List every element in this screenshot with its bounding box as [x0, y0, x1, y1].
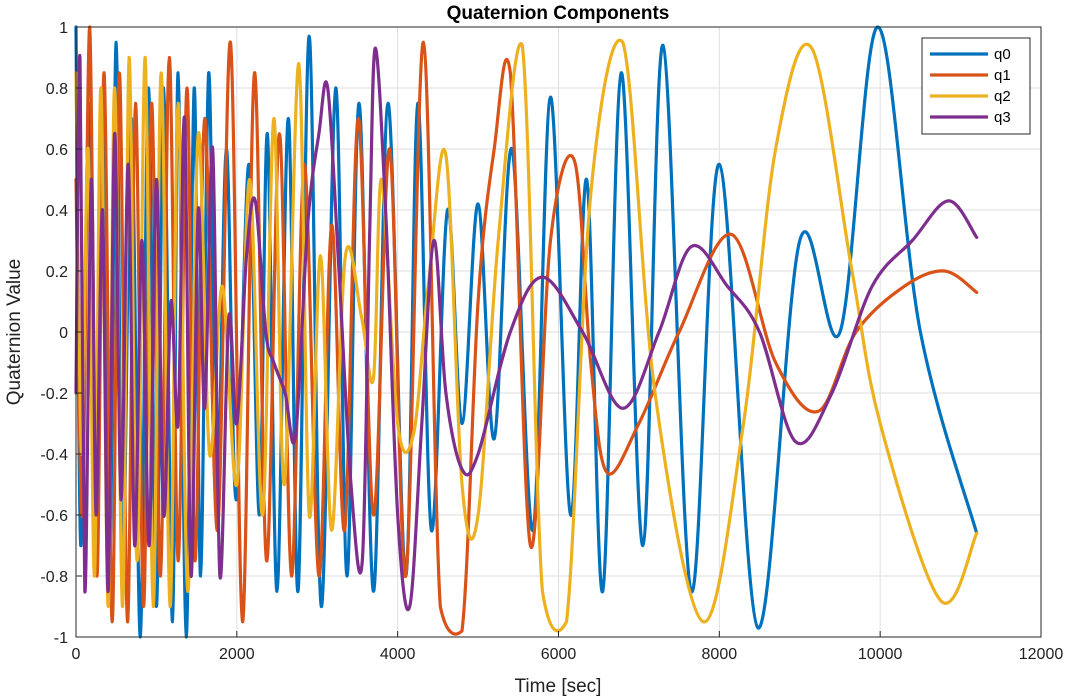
x-tick-label: 10000 [858, 646, 903, 663]
y-tick-label: 0 [59, 325, 68, 342]
series-line-q1 [74, 25, 979, 636]
y-tick-label: 1 [59, 20, 68, 37]
y-tick-label: -0.2 [40, 386, 68, 403]
series-line-q3 [74, 46, 979, 612]
y-ticks: -1 -0.8 -0.6 -0.4 -0.2 0 0.2 0.4 0.6 0.8 1 [40, 20, 82, 647]
legend-label-q1: q1 [994, 67, 1011, 84]
x-tick-label: 2000 [219, 646, 255, 663]
series-line-q2 [74, 38, 979, 633]
chart-title: Quaternion Components [447, 3, 670, 24]
y-tick-label: 0.8 [46, 81, 68, 98]
y-tick-label: -1 [54, 630, 68, 647]
x-tick-label: 4000 [380, 646, 416, 663]
y-tick-label: -0.6 [40, 508, 68, 525]
legend: q0 q1 q2 q3 [921, 37, 1031, 135]
y-axis-label: Quaternion Value [4, 259, 25, 405]
legend-label-q0: q0 [994, 46, 1011, 63]
y-tick-label: 0.2 [46, 264, 68, 281]
legend-label-q3: q3 [994, 109, 1011, 126]
y-tick-label: -0.4 [40, 447, 68, 464]
y-tick-label: -0.8 [40, 569, 68, 586]
legend-label-q2: q2 [994, 88, 1011, 105]
x-tick-label: 12000 [1019, 646, 1064, 663]
series-group [74, 25, 979, 639]
x-tick-label: 8000 [702, 646, 738, 663]
y-tick-label: 0.6 [46, 142, 68, 159]
x-ticks: 0 2000 4000 6000 8000 10000 12000 [72, 631, 1064, 663]
x-tick-label: 0 [72, 646, 81, 663]
y-tick-label: 0.4 [46, 203, 68, 220]
x-axis-label: Time [sec] [515, 676, 602, 697]
x-tick-label: 6000 [541, 646, 577, 663]
